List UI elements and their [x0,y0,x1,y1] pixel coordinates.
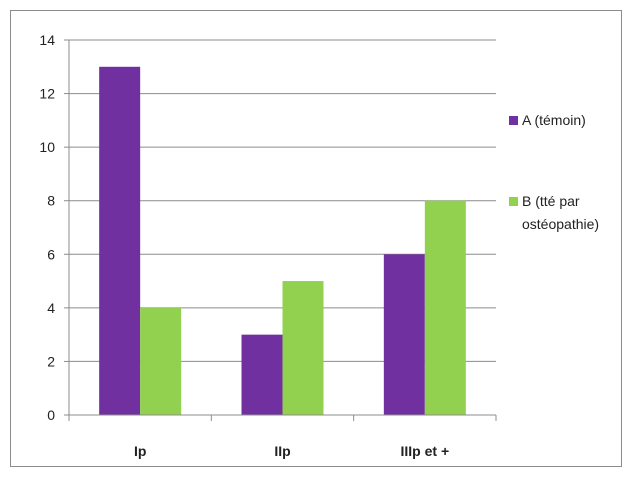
legend-swatch-b [509,197,518,206]
legend: A (témoin) B (tté par ostéopathie) [509,112,599,232]
legend-swatch-a [509,116,518,125]
axes: 0 2 4 6 8 10 12 14 Ip IIp IIIp et + [39,32,497,459]
legend-label-b: B (tté par [522,193,580,209]
y-tick-label: 4 [47,300,55,316]
bar-a-3 [383,254,425,415]
bar-b-2 [282,281,324,415]
bar-a-2 [241,334,283,415]
bars [99,66,466,416]
legend-label-b: ostéopathie) [522,216,599,232]
y-tick-label: 10 [39,139,55,155]
x-category-label: IIp [274,443,290,459]
x-category-label: Ip [134,443,146,459]
bar-a-1 [99,66,141,416]
y-tick-label: 12 [39,86,55,102]
bar-b-1 [140,307,182,415]
y-tick-label: 2 [47,353,55,369]
y-tick-label: 14 [39,32,55,48]
bar-b-3 [424,200,466,415]
legend-label-a: A (témoin) [522,112,586,128]
y-tick-label: 0 [47,407,55,423]
y-tick-label: 6 [47,246,55,262]
x-category-label: IIIp et + [401,443,450,459]
y-tick-label: 8 [47,193,55,209]
